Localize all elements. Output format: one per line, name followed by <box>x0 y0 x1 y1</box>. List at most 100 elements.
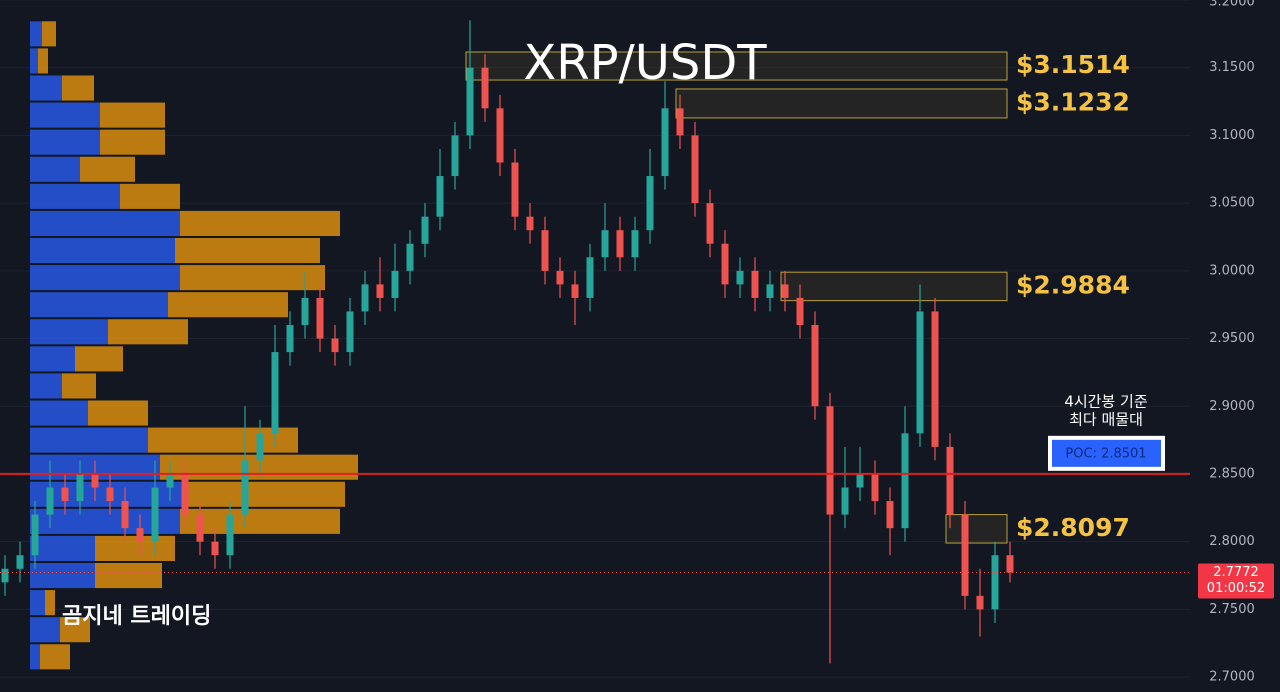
profile-buy <box>30 48 38 74</box>
profile-sell <box>168 292 288 318</box>
profile-buy <box>30 156 80 182</box>
candle-body <box>226 514 234 556</box>
profile-buy <box>30 102 100 128</box>
zone-label: $3.1232 <box>1016 87 1130 116</box>
profile-sell <box>108 319 188 345</box>
candle-body <box>286 325 294 353</box>
candle-body <box>661 108 669 177</box>
candle-body <box>646 176 654 231</box>
profile-buy <box>30 292 168 318</box>
profile-buy <box>30 75 62 101</box>
candle-body <box>736 270 744 285</box>
candle-body <box>856 473 864 488</box>
profile-sell <box>80 156 135 182</box>
candle-body <box>361 284 369 312</box>
profile-sell <box>185 481 345 507</box>
candle-body <box>301 297 309 326</box>
poc-note: 최다 매물대 <box>1069 410 1143 428</box>
candle-body <box>916 311 924 434</box>
profile-buy <box>30 183 120 209</box>
poc-label: POC: 2.8501 <box>1065 446 1146 461</box>
zone-label: $2.9884 <box>1016 270 1130 299</box>
y-tick-label: 3.2000 <box>1209 0 1255 10</box>
profile-buy <box>30 400 88 426</box>
profile-sell <box>42 21 56 47</box>
candle-body <box>526 216 534 231</box>
profile-sell <box>100 129 165 155</box>
candle-body <box>541 230 549 271</box>
y-tick-label: 2.7500 <box>1209 602 1255 617</box>
candle-body <box>331 338 339 353</box>
candle-body <box>256 433 264 461</box>
profile-buy <box>30 210 180 236</box>
candle-body <box>436 176 444 217</box>
y-tick-label: 2.9500 <box>1209 331 1255 346</box>
candle-body <box>181 473 189 515</box>
poc-box <box>1048 435 1165 471</box>
candle-body <box>46 487 54 515</box>
candle-body <box>241 460 249 515</box>
profile-sell <box>100 102 165 128</box>
candle-body <box>976 595 984 610</box>
candle-body <box>706 203 714 244</box>
candle-body <box>211 541 219 556</box>
y-tick-label: 2.9000 <box>1209 399 1255 414</box>
candle-body <box>586 257 594 298</box>
candle-body <box>946 446 954 515</box>
zone-label: $2.8097 <box>1016 513 1130 542</box>
y-tick-label: 2.8000 <box>1209 534 1255 549</box>
profile-sell <box>120 183 180 209</box>
y-tick-label: 2.8500 <box>1209 466 1255 481</box>
candle-body <box>121 501 129 529</box>
price-zone <box>465 51 1008 81</box>
y-tick-label: 3.0000 <box>1209 263 1255 278</box>
candle-body <box>556 270 564 285</box>
price-zone <box>945 514 1008 544</box>
profile-sell <box>180 265 325 291</box>
candle-body <box>886 501 894 529</box>
candle-body <box>481 67 489 109</box>
candle-body <box>871 473 879 502</box>
chart-title: XRP/USDT <box>523 35 767 91</box>
profile-sell <box>175 237 320 264</box>
y-tick-label: 3.1000 <box>1209 128 1255 143</box>
candle-body <box>766 284 774 298</box>
candle-body <box>841 487 849 515</box>
profile-sell <box>40 644 70 670</box>
candle-body <box>136 528 144 542</box>
candle-body <box>376 284 384 298</box>
candle-body <box>316 297 324 339</box>
candle-body <box>676 108 684 136</box>
candle-body <box>106 487 114 502</box>
profile-buy <box>30 590 45 616</box>
candle-body <box>751 270 759 298</box>
y-tick-label: 2.7000 <box>1209 670 1255 685</box>
candle-body <box>451 135 459 177</box>
profile-sell <box>75 346 123 372</box>
candle-body <box>826 406 834 515</box>
last-price-label: 2.7772 <box>1213 565 1259 580</box>
profile-buy <box>30 373 62 399</box>
profile-buy <box>30 562 95 589</box>
profile-buy <box>30 535 95 561</box>
candle-body <box>571 284 579 298</box>
profile-buy <box>30 617 60 643</box>
candle-body <box>496 108 504 163</box>
candle-body <box>61 487 69 502</box>
candle-body <box>76 473 84 502</box>
profile-sell <box>60 617 90 643</box>
candle-body <box>16 555 24 569</box>
profile-buy <box>30 265 180 291</box>
candle-body <box>811 325 819 407</box>
zone-label: $3.1514 <box>1016 50 1130 79</box>
candle-body <box>391 270 399 298</box>
profile-sell <box>45 590 55 616</box>
candle-body <box>1 568 9 583</box>
candle-body <box>406 243 414 271</box>
profile-sell <box>88 400 148 426</box>
candle-body <box>91 473 99 488</box>
profile-sell <box>95 562 162 589</box>
y-tick-label: 3.0500 <box>1209 196 1255 211</box>
profile-buy <box>30 129 100 155</box>
